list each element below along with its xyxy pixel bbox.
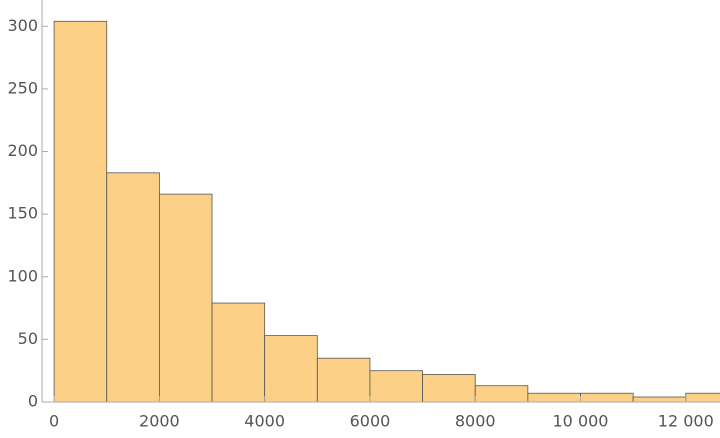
- bars: [53, 20, 720, 402]
- bar: [53, 20, 108, 402]
- y-tick-label: 100: [7, 266, 38, 285]
- bar: [106, 172, 160, 402]
- x-tick-label: 12 000: [658, 412, 714, 431]
- y-tick-label: 250: [7, 78, 38, 97]
- x-tick-label: 6000: [350, 412, 391, 431]
- bar: [580, 392, 634, 402]
- y-tick-label: 300: [7, 16, 38, 35]
- bar: [264, 335, 318, 402]
- x-tick-label: 0: [49, 412, 59, 431]
- y-tick-label: 200: [7, 141, 38, 160]
- x-tick-label: 10 000: [553, 412, 609, 431]
- bar: [632, 396, 687, 402]
- bar: [211, 302, 266, 402]
- bar: [685, 392, 720, 402]
- y-tick-label: 50: [18, 329, 38, 348]
- bar: [422, 374, 476, 402]
- bar: [527, 392, 581, 402]
- bar: [316, 357, 371, 402]
- x-tick-label: 8000: [455, 412, 496, 431]
- x-tick-label: 2000: [139, 412, 180, 431]
- bar: [369, 370, 423, 402]
- y-tick-label: 0: [28, 392, 38, 411]
- bar: [474, 385, 529, 402]
- bar: [158, 193, 213, 402]
- x-tick-label: 4000: [244, 412, 285, 431]
- y-tick-label: 150: [7, 204, 38, 223]
